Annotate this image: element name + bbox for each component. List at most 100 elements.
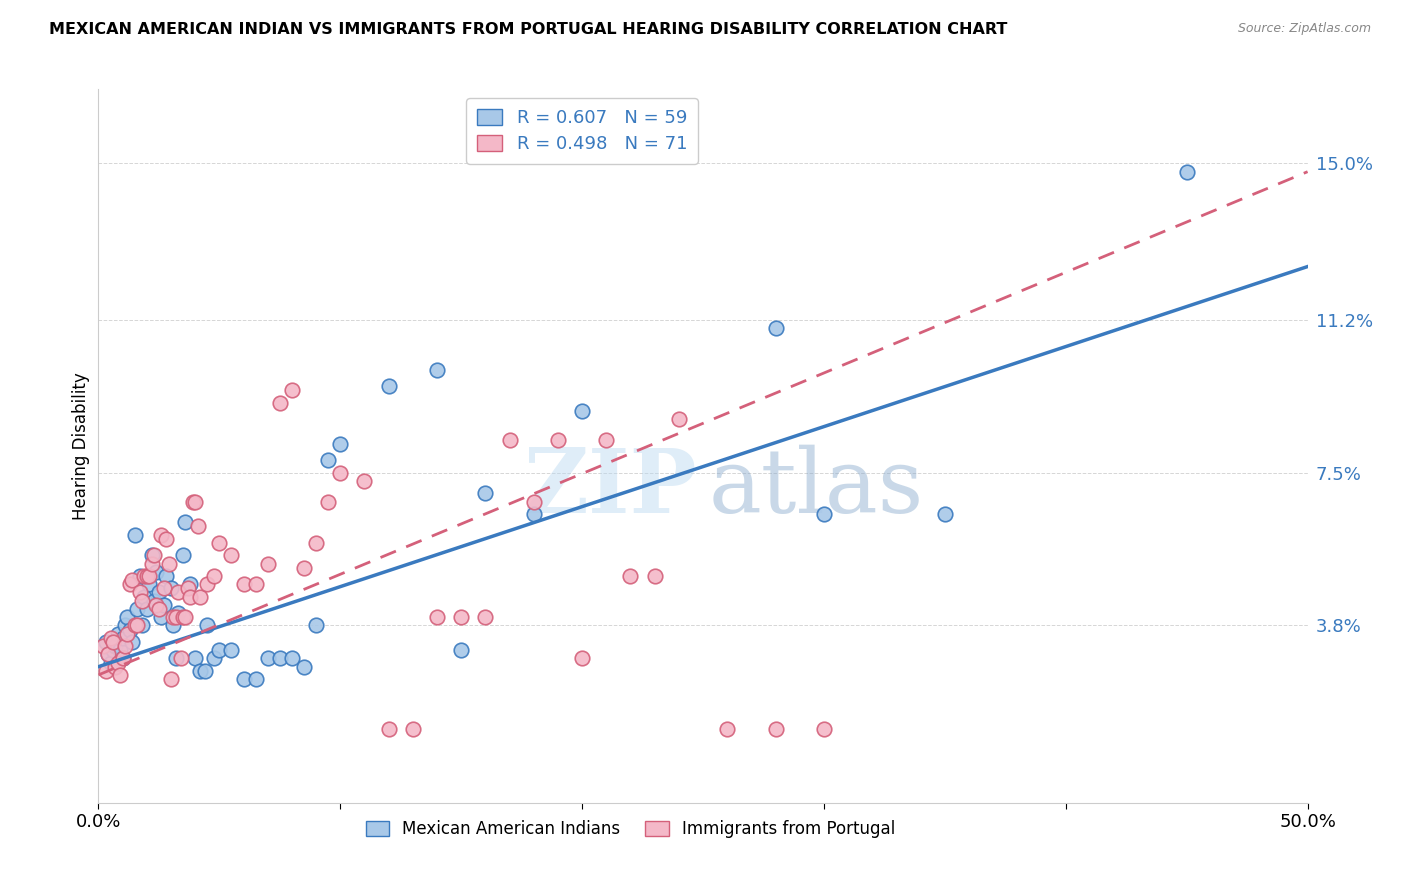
Point <box>124 527 146 541</box>
Point <box>765 722 787 736</box>
Point <box>305 618 328 632</box>
Point <box>131 618 153 632</box>
Point <box>94 635 117 649</box>
Point <box>269 395 291 409</box>
Point <box>111 651 134 665</box>
Point <box>138 569 160 583</box>
Point <box>179 590 201 604</box>
Point <box>221 549 243 563</box>
Point <box>160 582 183 596</box>
Point <box>571 651 593 665</box>
Point <box>152 582 174 596</box>
Point <box>716 722 738 736</box>
Point <box>134 569 156 583</box>
Point <box>813 722 835 736</box>
Point <box>128 569 150 583</box>
Point <box>245 577 267 591</box>
Point <box>256 651 278 665</box>
Point <box>114 618 136 632</box>
Point <box>134 590 156 604</box>
Point <box>813 507 835 521</box>
Point <box>329 437 352 451</box>
Point <box>172 610 194 624</box>
Point <box>167 585 190 599</box>
Point <box>107 626 129 640</box>
Point <box>474 610 496 624</box>
Point <box>97 648 120 662</box>
Point <box>145 598 167 612</box>
Point <box>104 639 127 653</box>
Point <box>131 593 153 607</box>
Point <box>474 486 496 500</box>
Point <box>172 549 194 563</box>
Point <box>108 668 131 682</box>
Point <box>141 549 163 563</box>
Point <box>305 536 328 550</box>
Point <box>101 635 124 649</box>
Point <box>97 648 120 662</box>
Point <box>245 672 267 686</box>
Point <box>1175 164 1198 178</box>
Point <box>148 585 170 599</box>
Point <box>316 453 339 467</box>
Point <box>179 577 201 591</box>
Point <box>165 651 187 665</box>
Point <box>117 626 139 640</box>
Point <box>118 577 141 591</box>
Point <box>143 593 166 607</box>
Point <box>256 557 278 571</box>
Point <box>177 582 200 596</box>
Point <box>208 536 231 550</box>
Point <box>353 474 375 488</box>
Point <box>426 610 449 624</box>
Point <box>138 577 160 591</box>
Point <box>644 569 666 583</box>
Point <box>124 618 146 632</box>
Point <box>188 590 211 604</box>
Point <box>450 643 472 657</box>
Point <box>765 321 787 335</box>
Text: atlas: atlas <box>709 445 924 533</box>
Point <box>155 569 177 583</box>
Point <box>668 412 690 426</box>
Point <box>152 598 174 612</box>
Point <box>108 643 131 657</box>
Point <box>377 379 399 393</box>
Point <box>162 610 184 624</box>
Point <box>232 577 254 591</box>
Point <box>208 643 231 657</box>
Point <box>547 433 569 447</box>
Point <box>167 606 190 620</box>
Point <box>281 384 304 398</box>
Y-axis label: Hearing Disability: Hearing Disability <box>72 372 90 520</box>
Point <box>195 618 218 632</box>
Point <box>157 557 180 571</box>
Point <box>174 610 197 624</box>
Point <box>100 631 122 645</box>
Point <box>523 494 546 508</box>
Point <box>619 569 641 583</box>
Point <box>91 639 114 653</box>
Point <box>150 527 173 541</box>
Text: Source: ZipAtlas.com: Source: ZipAtlas.com <box>1237 22 1371 36</box>
Point <box>100 656 122 670</box>
Point <box>426 362 449 376</box>
Point <box>450 610 472 624</box>
Point <box>143 549 166 563</box>
Text: ZIP: ZIP <box>523 445 697 533</box>
Point <box>118 623 141 637</box>
Point <box>104 659 127 673</box>
Point <box>232 672 254 686</box>
Point <box>160 672 183 686</box>
Point <box>94 664 117 678</box>
Point <box>145 565 167 579</box>
Point <box>114 639 136 653</box>
Point <box>269 651 291 665</box>
Point <box>523 507 546 521</box>
Text: MEXICAN AMERICAN INDIAN VS IMMIGRANTS FROM PORTUGAL HEARING DISABILITY CORRELATI: MEXICAN AMERICAN INDIAN VS IMMIGRANTS FR… <box>49 22 1008 37</box>
Point <box>162 618 184 632</box>
Legend: Mexican American Indians, Immigrants from Portugal: Mexican American Indians, Immigrants fro… <box>359 814 903 845</box>
Point <box>595 433 617 447</box>
Point <box>121 573 143 587</box>
Point <box>188 664 211 678</box>
